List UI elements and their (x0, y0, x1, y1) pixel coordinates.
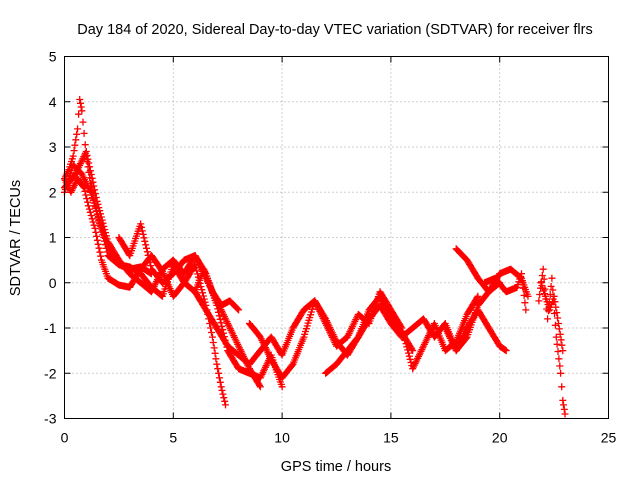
y-tick-label: 0 (49, 275, 57, 291)
y-tick-label: -3 (44, 411, 57, 427)
series-track-e (115, 220, 286, 391)
series-track-j (452, 245, 532, 300)
x-tick-label: 0 (61, 430, 69, 446)
data-points (115, 220, 286, 391)
data-points (537, 279, 567, 355)
y-tick-label: 1 (49, 230, 57, 246)
y-tick-label: 3 (49, 139, 57, 155)
y-tick-label: -1 (44, 320, 57, 336)
grid (64, 56, 609, 419)
x-tick-label: 20 (492, 430, 508, 446)
x-tick-label: 5 (169, 430, 177, 446)
y-tick-label: 2 (49, 184, 57, 200)
y-tick-label: 4 (49, 94, 57, 110)
data-points (441, 306, 510, 355)
data-series (61, 96, 569, 418)
chart-title: Day 184 of 2020, Sidereal Day-to-day VTE… (77, 22, 592, 38)
plot-frame (64, 56, 609, 419)
x-tick-label: 10 (274, 430, 290, 446)
y-tick-labels: -3 -2 -1 0 1 2 3 4 5 (44, 49, 57, 427)
series-track-i (441, 306, 510, 355)
series-track-m (537, 279, 567, 355)
x-tick-label: 25 (601, 430, 617, 446)
x-tick-labels: 0 5 10 15 20 25 (61, 430, 617, 446)
y-axis-label: SDTVAR / TECUs (8, 180, 24, 296)
data-points (481, 270, 530, 314)
y-tick-label: -2 (44, 365, 57, 381)
data-points (452, 245, 532, 300)
x-axis-label: GPS time / hours (281, 459, 391, 475)
y-tick-label: 5 (49, 49, 57, 65)
series-track-k (481, 270, 530, 314)
x-tick-label: 15 (383, 430, 399, 446)
